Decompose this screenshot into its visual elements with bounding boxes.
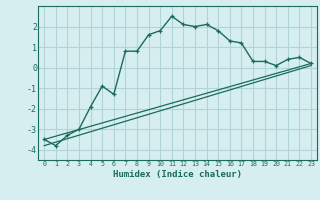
X-axis label: Humidex (Indice chaleur): Humidex (Indice chaleur): [113, 170, 242, 179]
